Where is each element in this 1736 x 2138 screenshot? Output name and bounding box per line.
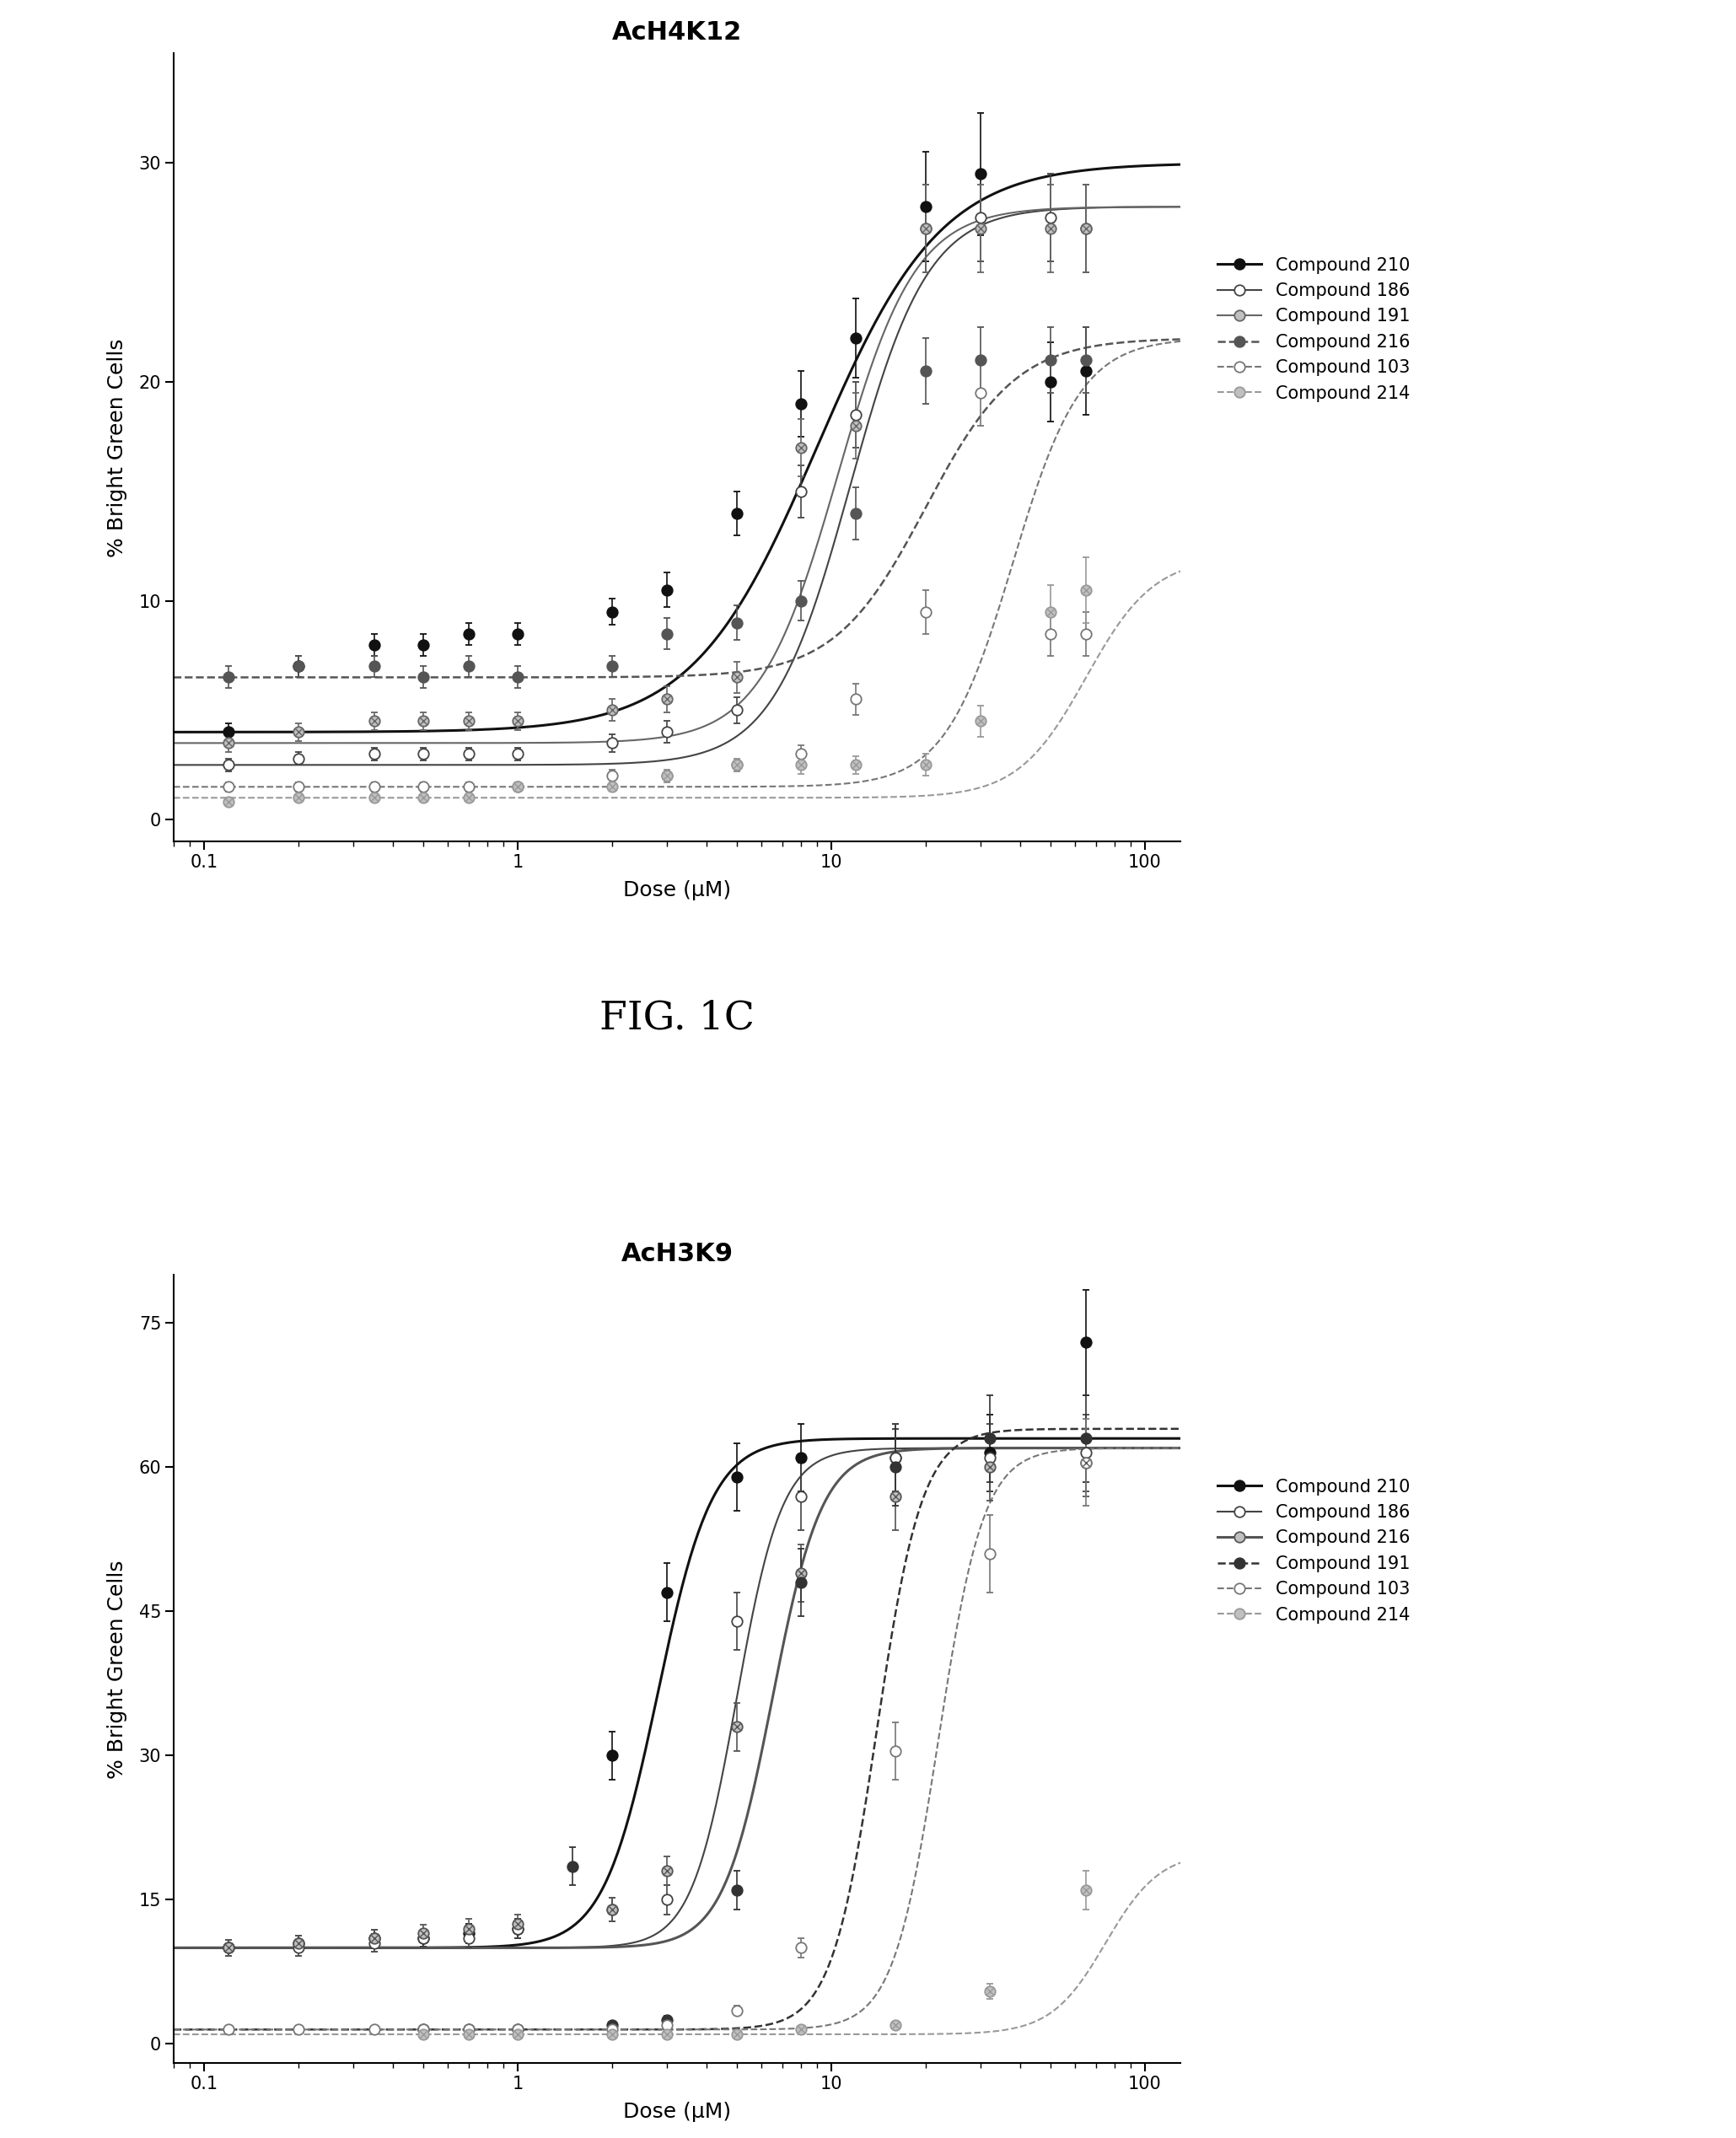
X-axis label: Dose (μM): Dose (μM) xyxy=(623,2102,731,2121)
Title: AcH3K9: AcH3K9 xyxy=(621,1242,733,1266)
Y-axis label: % Bright Green Cells: % Bright Green Cells xyxy=(108,338,127,556)
Legend: Compound 210, Compound 186, Compound 216, Compound 191, Compound 103, Compound 2: Compound 210, Compound 186, Compound 216… xyxy=(1210,1471,1417,1631)
Title: AcH4K12: AcH4K12 xyxy=(613,19,741,45)
Text: FIG. 1C: FIG. 1C xyxy=(599,998,755,1037)
X-axis label: Dose (μM): Dose (μM) xyxy=(623,881,731,900)
Legend: Compound 210, Compound 186, Compound 191, Compound 216, Compound 103, Compound 2: Compound 210, Compound 186, Compound 191… xyxy=(1210,250,1417,408)
Y-axis label: % Bright Green Cells: % Bright Green Cells xyxy=(108,1561,127,1779)
